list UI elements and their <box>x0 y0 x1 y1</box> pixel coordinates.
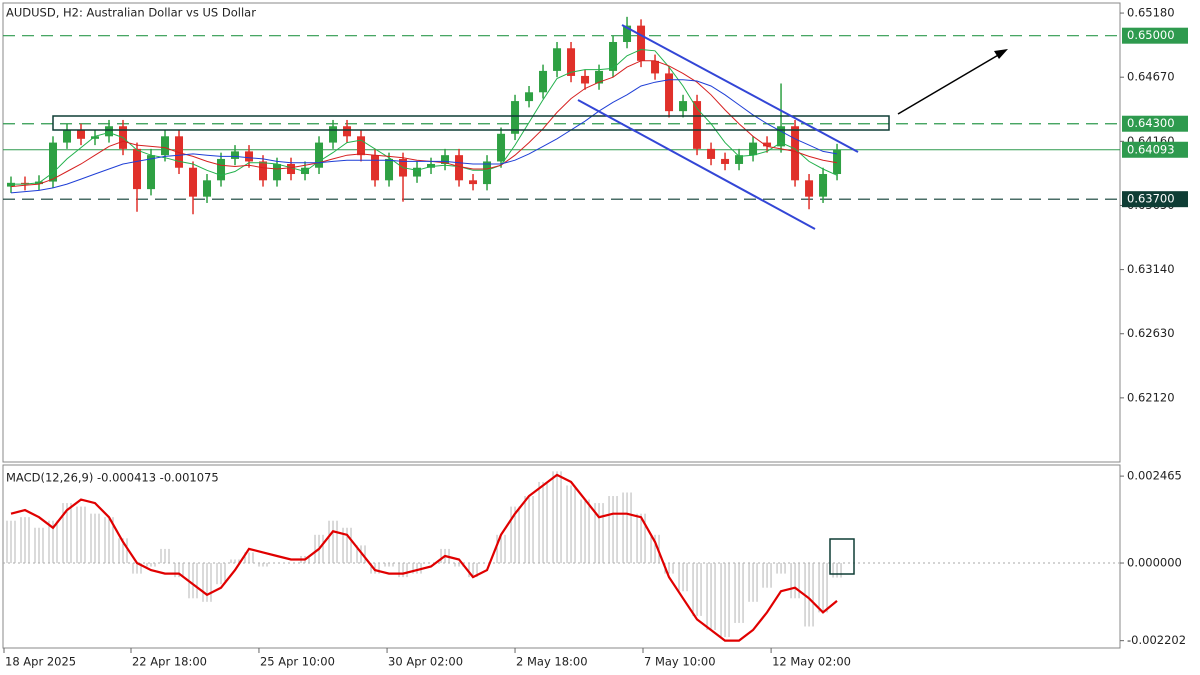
candle-body <box>693 101 702 149</box>
target-arrow <box>897 53 1001 115</box>
candle-body <box>679 101 688 112</box>
x-tick-label: 12 May 02:00 <box>772 655 851 669</box>
macd-highlight <box>829 538 855 575</box>
channel-upper <box>621 24 859 153</box>
y-tick-label: 0.62120 <box>1127 390 1175 404</box>
candle-body <box>595 70 604 84</box>
level-label-box <box>1122 115 1188 132</box>
x-tick-label: 22 Apr 18:00 <box>132 655 207 669</box>
macd-panel <box>2 464 1121 649</box>
candle-body <box>455 155 464 181</box>
candle-body <box>245 151 254 162</box>
candle-body <box>315 142 324 168</box>
y-tick-label: 0.002465 <box>1127 469 1182 483</box>
candle-body <box>735 155 744 164</box>
candle-body <box>357 136 366 156</box>
candle-body <box>21 182 30 185</box>
level-label: 0.64093 <box>1127 142 1175 156</box>
level-label-box <box>1122 27 1188 44</box>
y-tick-label: 0.63140 <box>1127 262 1175 276</box>
y-tick-label: 0.62630 <box>1127 326 1175 340</box>
candle-body <box>707 148 716 159</box>
y-tick-label: 0.64670 <box>1127 70 1175 84</box>
candle-body <box>259 161 268 181</box>
candle-body <box>413 167 422 177</box>
x-tick-label: 2 May 18:00 <box>516 655 588 669</box>
moving-average <box>10 60 838 188</box>
candle-body <box>329 126 338 143</box>
x-tick-label: 7 May 10:00 <box>644 655 716 669</box>
arrow-head <box>994 49 1008 59</box>
resistance-zone <box>52 115 890 131</box>
y-tick-label: -0.002202 <box>1127 633 1186 647</box>
candle-body <box>777 126 786 147</box>
candle-body <box>105 126 114 137</box>
candle-body <box>217 158 226 181</box>
moving-average <box>11 48 838 185</box>
chart-title: AUDUSD, H2: Australian Dollar vs US Doll… <box>6 6 256 20</box>
candle-body <box>441 155 450 164</box>
channel-lower <box>577 99 816 230</box>
y-tick-label: 0.65180 <box>1127 6 1175 20</box>
candle-body <box>161 136 170 156</box>
candle-body <box>63 130 72 143</box>
candle-body <box>483 161 492 185</box>
candle-body <box>343 126 352 137</box>
candle-body <box>175 136 184 168</box>
candle-body <box>609 41 618 71</box>
candle-body <box>7 182 16 187</box>
macd-title: MACD(12,26,9) -0.000413 -0.001075 <box>6 471 219 485</box>
candle-body <box>749 142 758 156</box>
level-label-box <box>1122 141 1188 158</box>
candle-body <box>427 163 436 168</box>
candle-body <box>651 60 660 74</box>
candle-body <box>721 158 730 164</box>
candle-body <box>273 163 282 181</box>
candle-body <box>203 180 212 197</box>
x-tick-label: 25 Apr 10:00 <box>260 655 335 669</box>
candle-body <box>553 48 562 71</box>
plot-layer: 0.651800.646700.641600.636500.631400.626… <box>3 6 1188 669</box>
candle-body <box>511 101 520 134</box>
level-label: 0.63700 <box>1127 192 1175 206</box>
candle-body <box>469 180 478 185</box>
candle-body <box>385 158 394 181</box>
candle-body <box>49 142 58 182</box>
level-label: 0.65000 <box>1127 28 1175 42</box>
y-tick-label: 0.000000 <box>1127 556 1182 570</box>
candle-body <box>623 25 632 42</box>
x-tick-label: 18 Apr 2025 <box>5 655 76 669</box>
candle-body <box>133 148 142 190</box>
candle-body <box>791 126 800 181</box>
candle-body <box>567 48 576 76</box>
candle-body <box>371 155 380 181</box>
candle-body <box>287 163 296 175</box>
price-panel <box>2 2 1121 463</box>
candle-body <box>189 167 198 197</box>
candle-body <box>819 174 828 197</box>
candle-body <box>147 155 156 190</box>
candle-body <box>665 73 674 112</box>
candle-body <box>833 149 842 175</box>
x-tick-label: 30 Apr 02:00 <box>388 655 463 669</box>
candle-body <box>231 151 240 159</box>
level-label-box <box>1122 191 1188 208</box>
candle-body <box>91 136 100 139</box>
candle-body <box>497 133 506 162</box>
candle-body <box>539 70 548 93</box>
level-label: 0.64300 <box>1127 116 1175 130</box>
macd-signal <box>10 473 838 642</box>
candle-body <box>763 142 772 147</box>
candle-body <box>637 25 646 61</box>
candle-body <box>581 75 590 84</box>
candle-body <box>77 130 86 139</box>
moving-average <box>10 79 838 194</box>
candle-body <box>805 180 814 197</box>
candle-body <box>525 92 534 102</box>
